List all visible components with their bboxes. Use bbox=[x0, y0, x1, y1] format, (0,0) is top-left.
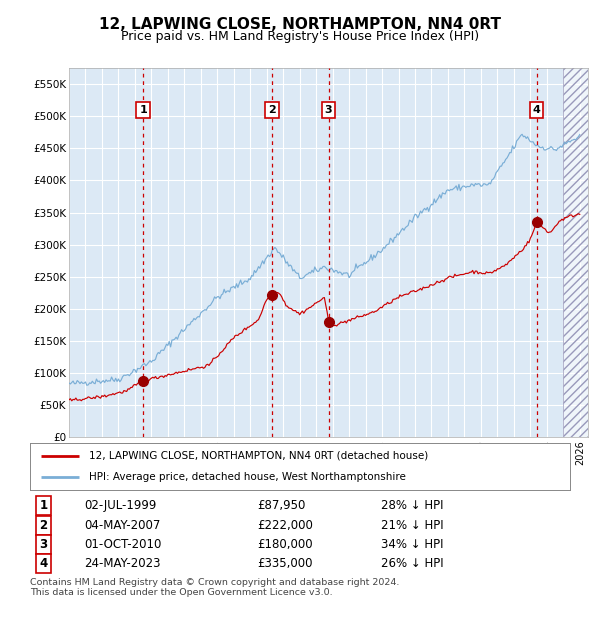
Text: 28% ↓ HPI: 28% ↓ HPI bbox=[381, 499, 443, 512]
Text: 24-MAY-2023: 24-MAY-2023 bbox=[84, 557, 161, 570]
Text: Price paid vs. HM Land Registry's House Price Index (HPI): Price paid vs. HM Land Registry's House … bbox=[121, 30, 479, 43]
Text: £222,000: £222,000 bbox=[257, 519, 313, 531]
Text: 21% ↓ HPI: 21% ↓ HPI bbox=[381, 519, 443, 531]
Text: 1: 1 bbox=[139, 105, 147, 115]
Text: 12, LAPWING CLOSE, NORTHAMPTON, NN4 0RT: 12, LAPWING CLOSE, NORTHAMPTON, NN4 0RT bbox=[99, 17, 501, 32]
Text: 4: 4 bbox=[40, 557, 47, 570]
Text: 3: 3 bbox=[40, 538, 47, 551]
Text: £180,000: £180,000 bbox=[257, 538, 313, 551]
Text: 3: 3 bbox=[325, 105, 332, 115]
Text: 1: 1 bbox=[40, 499, 47, 512]
Text: 2: 2 bbox=[40, 519, 47, 531]
Text: 2: 2 bbox=[268, 105, 276, 115]
Text: 12, LAPWING CLOSE, NORTHAMPTON, NN4 0RT (detached house): 12, LAPWING CLOSE, NORTHAMPTON, NN4 0RT … bbox=[89, 451, 428, 461]
Text: 02-JUL-1999: 02-JUL-1999 bbox=[84, 499, 157, 512]
Text: HPI: Average price, detached house, West Northamptonshire: HPI: Average price, detached house, West… bbox=[89, 472, 406, 482]
Text: 04-MAY-2007: 04-MAY-2007 bbox=[84, 519, 160, 531]
Text: £335,000: £335,000 bbox=[257, 557, 312, 570]
Text: £87,950: £87,950 bbox=[257, 499, 305, 512]
Text: 4: 4 bbox=[533, 105, 541, 115]
Text: Contains HM Land Registry data © Crown copyright and database right 2024.
This d: Contains HM Land Registry data © Crown c… bbox=[30, 578, 400, 597]
Text: 01-OCT-2010: 01-OCT-2010 bbox=[84, 538, 161, 551]
Text: 34% ↓ HPI: 34% ↓ HPI bbox=[381, 538, 443, 551]
Text: 26% ↓ HPI: 26% ↓ HPI bbox=[381, 557, 443, 570]
